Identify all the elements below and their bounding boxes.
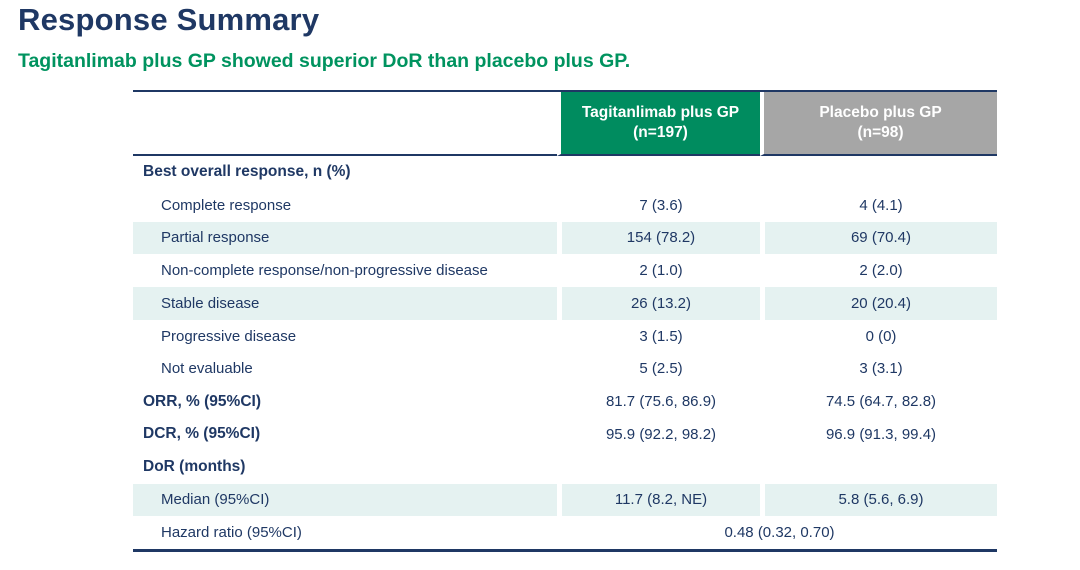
header-row: Tagitanlimab plus GP (n=197) Placebo plu… xyxy=(133,92,997,156)
row-value: 3 (1.5) xyxy=(557,319,760,353)
row-value: 26 (13.2) xyxy=(557,287,760,320)
response-summary-table: Tagitanlimab plus GP (n=197) Placebo plu… xyxy=(133,90,997,552)
key-message-subtitle: Tagitanlimab plus GP showed superior DoR… xyxy=(18,50,631,72)
table-row: DCR, % (95%CI) 95.9 (92.2, 98.2) 96.9 (91.… xyxy=(133,418,997,451)
row-label: Median (95%CI) xyxy=(133,483,557,517)
row-value-span: 0.48 (0.32, 0.70) xyxy=(557,516,997,549)
row-label: Best overall response, n (%) xyxy=(133,156,557,189)
row-value: 96.9 (91.3, 99.4) xyxy=(760,418,997,451)
row-value: 2 (2.0) xyxy=(760,254,997,287)
row-value: 5 (2.5) xyxy=(557,352,760,386)
row-label: Complete response xyxy=(133,188,557,222)
header-blank-cell xyxy=(133,92,557,156)
table-row: Not evaluable 5 (2.5) 3 (3.1) xyxy=(133,352,997,386)
row-label: ORR, % (95%CI) xyxy=(133,385,557,418)
table-body: Best overall response, n (%) Complete res… xyxy=(133,156,997,549)
response-summary-table-container: Tagitanlimab plus GP (n=197) Placebo plu… xyxy=(133,90,997,552)
row-value: 74.5 (64.7, 82.8) xyxy=(760,385,997,418)
row-value xyxy=(760,450,997,484)
row-value: 95.9 (92.2, 98.2) xyxy=(557,418,760,451)
table-row: Median (95%CI) 11.7 (8.2, NE) 5.8 (5.6, 6.… xyxy=(133,483,997,517)
row-label: Hazard ratio (95%CI) xyxy=(133,516,557,549)
row-value xyxy=(760,156,997,189)
row-label: Stable disease xyxy=(133,287,557,320)
table-row: Stable disease 26 (13.2) 20 (20.4) xyxy=(133,287,997,320)
row-label: Not evaluable xyxy=(133,352,557,386)
row-value: 4 (4.1) xyxy=(760,188,997,222)
table-row: Progressive disease 3 (1.5) 0 (0) xyxy=(133,319,997,353)
row-value: 69 (70.4) xyxy=(760,221,997,255)
row-value: 154 (78.2) xyxy=(557,221,760,255)
arm1-label: Tagitanlimab plus GP xyxy=(581,103,740,121)
row-label: Progressive disease xyxy=(133,319,557,353)
table-row: ORR, % (95%CI) 81.7 (75.6, 86.9) 74.5 (64.… xyxy=(133,385,997,418)
row-value xyxy=(557,156,760,189)
row-value: 5.8 (5.6, 6.9) xyxy=(760,483,997,517)
page-title: Response Summary xyxy=(18,2,320,37)
row-value: 2 (1.0) xyxy=(557,254,760,287)
table-row: Best overall response, n (%) xyxy=(133,156,997,189)
row-value: 20 (20.4) xyxy=(760,287,997,320)
table-header: Tagitanlimab plus GP (n=197) Placebo plu… xyxy=(133,92,997,156)
arm1-n: (n=197) xyxy=(633,124,688,141)
row-label: DCR, % (95%CI) xyxy=(133,418,557,451)
table-row: Non-complete response/non-progressive di… xyxy=(133,254,997,287)
row-value: 81.7 (75.6, 86.9) xyxy=(557,385,760,418)
arm2-label: Placebo plus GP xyxy=(819,103,942,121)
table-row: DoR (months) xyxy=(133,450,997,484)
header-arm1-tagitanlimab: Tagitanlimab plus GP (n=197) xyxy=(557,92,760,156)
row-label: Partial response xyxy=(133,221,557,255)
row-value xyxy=(557,450,760,484)
table-row: Complete response 7 (3.6) 4 (4.1) xyxy=(133,188,997,222)
row-label: Non-complete response/non-progressive di… xyxy=(133,254,557,287)
header-arm2-placebo: Placebo plus GP (n=98) xyxy=(760,92,997,156)
row-value: 7 (3.6) xyxy=(557,188,760,222)
table-row: Partial response 154 (78.2) 69 (70.4) xyxy=(133,221,997,255)
arm2-n: (n=98) xyxy=(857,124,904,141)
table-row: Hazard ratio (95%CI) 0.48 (0.32, 0.70) xyxy=(133,516,997,549)
row-value: 3 (3.1) xyxy=(760,352,997,386)
row-value: 11.7 (8.2, NE) xyxy=(557,483,760,517)
row-label: DoR (months) xyxy=(133,450,557,484)
row-value: 0 (0) xyxy=(760,319,997,353)
